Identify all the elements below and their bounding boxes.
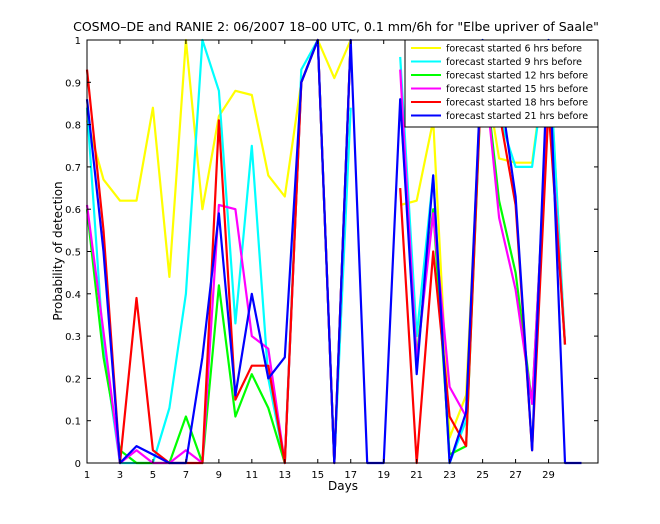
x-tick-label: 13 [278, 470, 291, 481]
legend-label-6: forecast started 21 hrs before [446, 111, 588, 122]
x-tick-label: 3 [117, 470, 123, 481]
chart-title: COSMO–DE and RANIE 2: 06/2007 18–00 UTC,… [73, 19, 599, 34]
y-tick-label: 0 [75, 459, 81, 470]
legend-label-2: forecast started 9 hrs before [446, 57, 582, 68]
x-tick-label: 21 [410, 470, 423, 481]
x-axis: 1 3 5 7 9 11 13 15 17 19 21 23 25 27 29 [84, 40, 555, 481]
y-tick-label: 0.8 [65, 121, 81, 132]
y-tick-label: 0.9 [65, 78, 81, 89]
x-tick-label: 11 [245, 470, 258, 481]
x-tick-label: 9 [216, 470, 222, 481]
y-tick-label: 0.3 [65, 332, 81, 343]
y-tick-label: 1 [75, 36, 81, 47]
y-tick-label: 0.5 [65, 248, 81, 259]
legend-label-5: forecast started 18 hrs before [446, 98, 588, 109]
y-tick-label: 0.1 [65, 417, 81, 428]
x-tick-label: 17 [344, 470, 357, 481]
legend: forecast started 6 hrs before forecast st… [404, 39, 599, 128]
y-tick-label: 0.4 [65, 290, 81, 301]
legend-label-4: forecast started 15 hrs before [446, 84, 588, 95]
y-axis: 0 0.1 0.2 0.3 0.4 0.5 0.6 0.7 0.8 0.9 1 [65, 36, 598, 470]
x-tick-label: 25 [476, 470, 489, 481]
y-tick-label: 0.7 [65, 163, 81, 174]
legend-box [404, 39, 599, 128]
y-tick-label: 0.2 [65, 374, 81, 385]
x-tick-label: 5 [150, 470, 156, 481]
x-tick-label: 23 [443, 470, 456, 481]
legend-label-1: forecast started 6 hrs before [446, 44, 582, 55]
x-tick-label: 27 [509, 470, 522, 481]
legend-label-3: forecast started 12 hrs before [446, 71, 588, 82]
x-tick-label: 1 [84, 470, 90, 481]
y-axis-label: Probability of detection [51, 181, 65, 320]
x-tick-label: 15 [311, 470, 324, 481]
x-axis-label: Days [328, 479, 358, 493]
y-tick-label: 0.6 [65, 205, 81, 216]
x-tick-label: 7 [183, 470, 189, 481]
x-tick-label: 29 [542, 470, 555, 481]
x-tick-label: 19 [377, 470, 390, 481]
